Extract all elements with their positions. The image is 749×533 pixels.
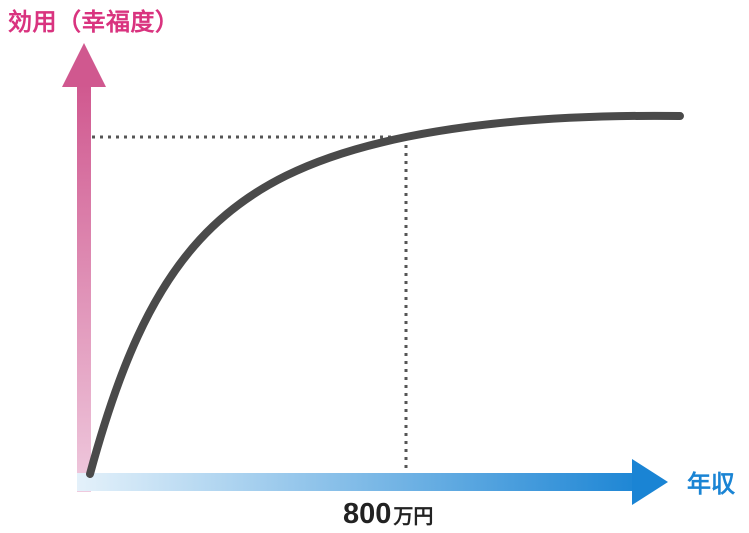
guide-lines	[92, 135, 408, 473]
y-axis	[62, 43, 106, 492]
x-axis-shaft	[77, 473, 647, 491]
x-marker-label: 800 万円	[343, 498, 433, 530]
x-axis-arrowhead	[632, 459, 668, 505]
utility-curve	[86, 111, 684, 478]
x-axis	[77, 459, 668, 505]
y-axis-shaft	[77, 84, 91, 492]
y-axis-label: 効用（幸福度）	[8, 8, 180, 36]
y-axis-arrowhead	[62, 43, 106, 87]
x-axis-label: 年収	[687, 470, 736, 498]
x-marker-unit: 万円	[392, 504, 433, 528]
x-marker-number: 800	[343, 498, 391, 530]
